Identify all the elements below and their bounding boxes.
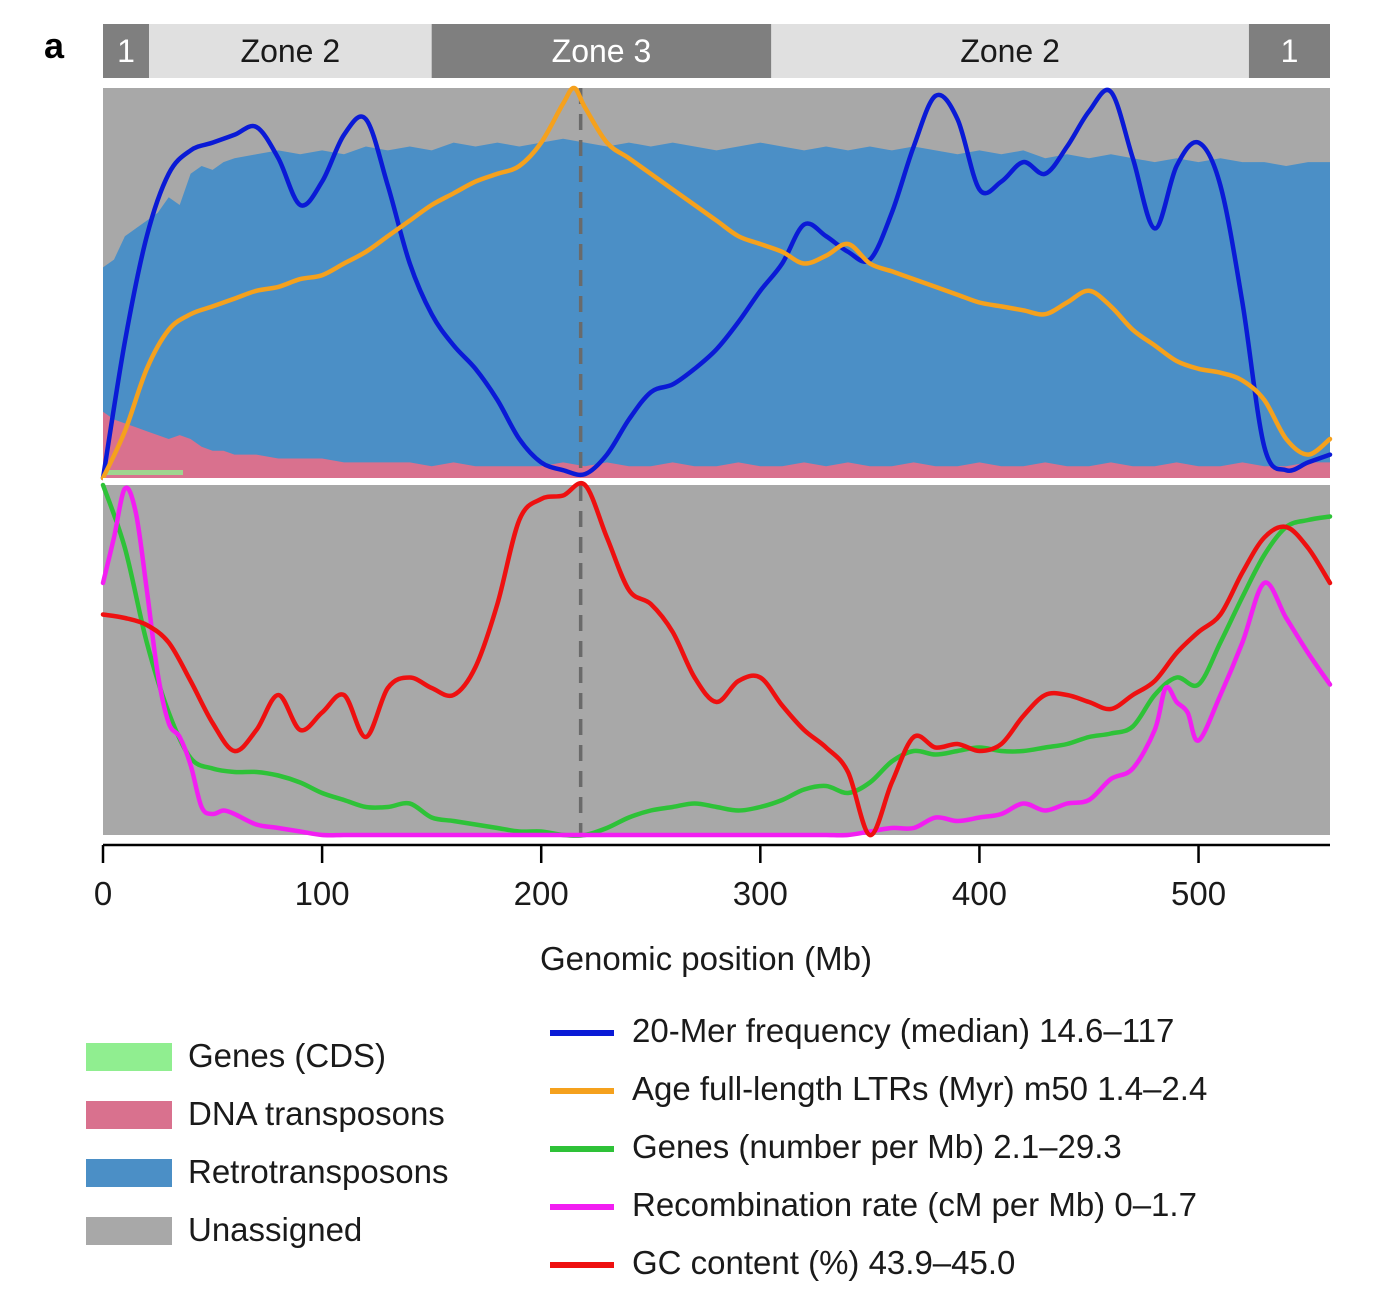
bottom-background (103, 485, 1330, 835)
legend-label: DNA transposons (188, 1095, 445, 1132)
legend-swatch (86, 1043, 172, 1071)
bottom-panel (100, 481, 1333, 838)
legend-label: Age full-length LTRs (Myr) m50 1.4–2.4 (632, 1070, 1208, 1107)
legend-label: Recombination rate (cM per Mb) 0–1.7 (632, 1186, 1197, 1223)
legend-label: Retrotransposons (188, 1153, 449, 1190)
legend-lines: 20-Mer frequency (median) 14.6–117 Age fu… (548, 1010, 1328, 1300)
legend-swatch (86, 1101, 172, 1129)
x-axis-label: Genomic position (Mb) (540, 940, 872, 977)
legend-label: Unassigned (188, 1211, 363, 1248)
area-dna-transposons (103, 411, 1330, 478)
panel-divider (103, 478, 1330, 485)
zone-label-4: 1 (1281, 33, 1299, 69)
series-bottom-0 (100, 482, 1333, 838)
x-tick-label-5: 500 (1171, 875, 1226, 912)
legend-line-swatch (550, 1262, 614, 1268)
x-tick-label-1: 100 (295, 875, 350, 912)
x-tick-label-0: 0 (94, 875, 112, 912)
legend-line-swatch (550, 1030, 614, 1036)
legend-areas: Genes (CDS) DNA transposons Retrotransposo… (86, 1035, 526, 1265)
legend-label: GC content (%) 43.9–45.0 (632, 1244, 1016, 1281)
series-bottom-2 (100, 481, 1333, 838)
series-top-0 (100, 87, 1333, 481)
zone-label-0: 1 (117, 33, 135, 69)
legend-line-swatch (550, 1088, 614, 1094)
zone-3 (771, 24, 1249, 78)
top-panel (100, 85, 1333, 485)
zone-label-3: Zone 2 (960, 33, 1060, 69)
panel-label: a (44, 25, 65, 66)
legend-label: Genes (CDS) (188, 1037, 387, 1074)
x-tick-label-2: 200 (514, 875, 569, 912)
legend-label: Genes (number per Mb) 2.1–29.3 (632, 1128, 1122, 1165)
zone-2 (431, 24, 772, 78)
legend-swatch (86, 1159, 172, 1187)
x-axis: 0 100 200 300 400 500 (94, 843, 1330, 912)
area-retrotransposons (103, 138, 1330, 478)
legend-line-swatch (550, 1204, 614, 1210)
zone-label-1: Zone 2 (241, 33, 341, 69)
legend-swatch (86, 1217, 172, 1245)
series-bottom-1 (100, 485, 1333, 838)
zone-4 (1248, 24, 1330, 78)
legend-line-swatch (550, 1146, 614, 1152)
x-tick-label-3: 300 (733, 875, 788, 912)
legend-label: 20-Mer frequency (median) 14.6–117 (632, 1012, 1175, 1049)
x-tick-label-4: 400 (952, 875, 1007, 912)
zone-1 (149, 24, 432, 78)
zone-0 (103, 24, 150, 78)
zone-label-2: Zone 3 (552, 33, 652, 69)
area-genes-cds (103, 470, 183, 475)
series-top-1 (100, 85, 1333, 481)
zone-bar: 1 Zone 2 Zone 3 Zone 2 1 (103, 24, 1330, 78)
